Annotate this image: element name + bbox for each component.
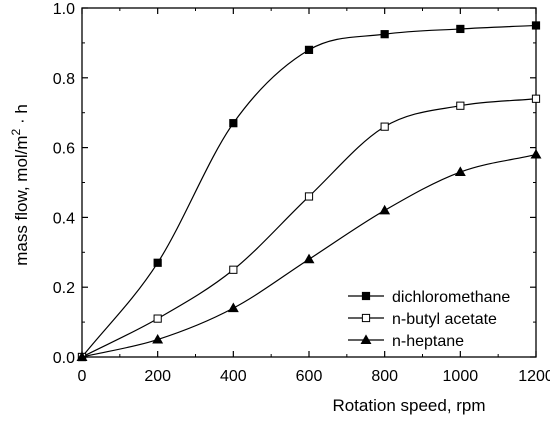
legend-label: n-heptane	[392, 333, 464, 350]
x-tick-label: 600	[296, 368, 323, 385]
legend-item: n-heptane	[348, 333, 464, 350]
y-tick-label: 0.4	[53, 210, 75, 227]
legend-marker	[360, 334, 372, 344]
series-n-butyl-acetate	[77, 94, 541, 362]
data-point	[456, 101, 465, 110]
data-point	[76, 351, 88, 361]
legend: dichloromethane n-butyl acetate n-heptane	[348, 289, 510, 350]
data-point	[152, 333, 164, 344]
x-axis-label: Rotation speed, rpm	[332, 396, 485, 415]
x-axis-ticks: 0 200 400 600 800 1000 1200	[78, 8, 550, 385]
data-point	[380, 30, 389, 39]
plot-area	[76, 21, 542, 362]
data-point	[531, 21, 541, 30]
x-tick-label: 200	[144, 368, 171, 385]
y-tick-label: 0.6	[53, 141, 75, 158]
data-point	[379, 204, 391, 215]
legend-marker	[361, 291, 371, 301]
x-tick-label: 800	[371, 368, 398, 385]
legend-label: dichloromethane	[392, 289, 510, 306]
x-tick-label: 1000	[443, 368, 479, 385]
data-point	[530, 148, 542, 159]
data-point	[227, 302, 239, 313]
x-tick-label: 1200	[518, 368, 550, 385]
y-axis-label: mass flow, mol/m2 · h	[9, 104, 31, 266]
legend-item: n-butyl acetate	[348, 311, 497, 328]
data-point	[153, 258, 162, 267]
y-axis-ticks: 0.0 0.2 0.4 0.6 0.8 1.0	[53, 1, 536, 367]
data-point	[531, 94, 541, 103]
data-point	[456, 24, 465, 34]
legend-marker	[361, 313, 371, 323]
data-point	[454, 166, 466, 176]
y-tick-label: 0.0	[53, 350, 75, 367]
data-point	[304, 192, 314, 201]
series-n-heptane	[76, 148, 542, 361]
data-point	[229, 119, 238, 128]
series-dichloromethane	[77, 21, 541, 362]
x-tick-label: 0	[78, 368, 87, 385]
data-point	[304, 45, 314, 54]
legend-item: dichloromethane	[348, 289, 510, 306]
data-point	[229, 265, 238, 274]
series-line	[81, 24, 537, 358]
data-point	[153, 314, 162, 323]
x-tick-label: 400	[220, 368, 247, 385]
data-point	[380, 122, 389, 131]
y-tick-label: 1.0	[53, 1, 75, 18]
y-tick-label: 0.2	[53, 280, 75, 297]
y-tick-label: 0.8	[53, 71, 75, 88]
data-point	[303, 253, 315, 264]
legend-label: n-butyl acetate	[392, 311, 497, 328]
